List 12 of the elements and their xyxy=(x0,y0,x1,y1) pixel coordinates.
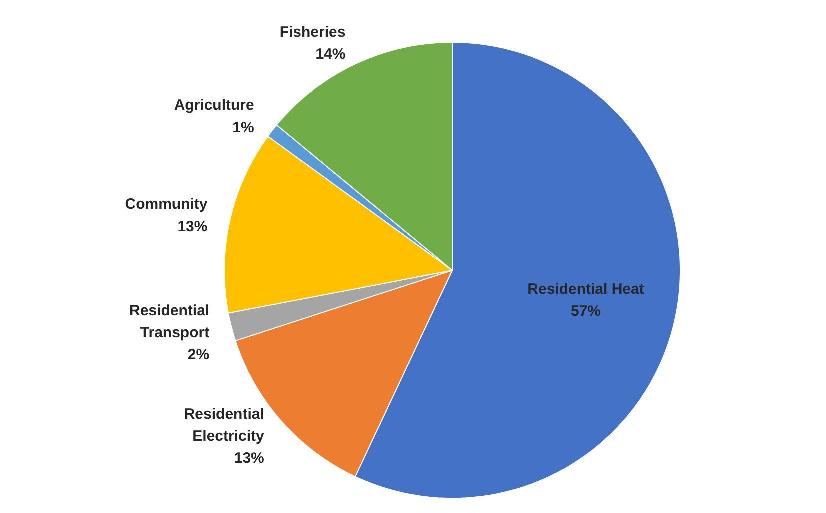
data-label: 14% xyxy=(316,46,346,64)
slice-label: Residential Heat xyxy=(528,280,644,298)
slice-label: Agriculture xyxy=(174,97,254,114)
slice-label: Residential Transport xyxy=(130,302,210,342)
slice-label: Fisheries xyxy=(280,24,346,42)
data-label: 2% xyxy=(188,346,210,364)
data-label: 13% xyxy=(178,218,208,236)
slice-label: Residential Electricity xyxy=(184,406,266,445)
data-label: 13% xyxy=(234,450,264,467)
data-label: 57% xyxy=(570,302,602,320)
data-label: 1% xyxy=(232,119,254,136)
slice-label: Community xyxy=(125,196,208,214)
